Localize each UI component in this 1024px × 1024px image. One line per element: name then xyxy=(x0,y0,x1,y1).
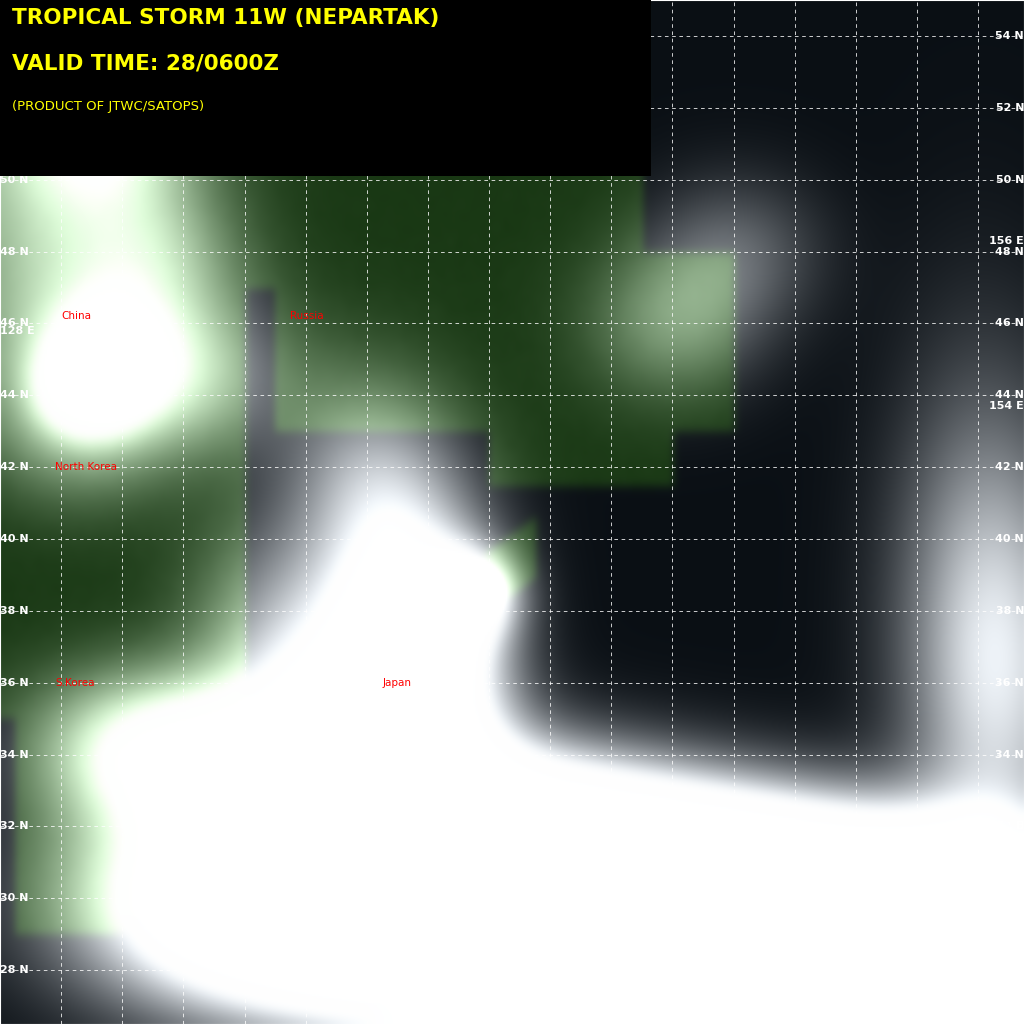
Text: 42 N: 42 N xyxy=(995,462,1024,472)
Text: 150 E: 150 E xyxy=(989,922,1024,932)
Text: 54 N: 54 N xyxy=(0,31,29,41)
Text: 40 N: 40 N xyxy=(995,534,1024,544)
Text: 126 E: 126 E xyxy=(0,92,35,102)
Text: 32 N: 32 N xyxy=(995,821,1024,831)
Text: China: China xyxy=(61,311,91,322)
Text: 48 N: 48 N xyxy=(0,247,29,256)
Text: 52 N: 52 N xyxy=(995,102,1024,113)
Text: 36 N: 36 N xyxy=(0,678,29,688)
Text: 156 E: 156 E xyxy=(989,236,1024,246)
Text: North Korea: North Korea xyxy=(55,462,117,472)
Text: 46 N: 46 N xyxy=(0,318,29,329)
Text: 28 N: 28 N xyxy=(995,965,1024,975)
Text: 38 N: 38 N xyxy=(0,606,29,615)
Text: 50 N: 50 N xyxy=(995,175,1024,184)
Text: S.Korea: S.Korea xyxy=(55,678,94,688)
Text: 128 E: 128 E xyxy=(0,326,35,336)
Text: 50 N: 50 N xyxy=(0,175,29,184)
Text: Russia: Russia xyxy=(291,311,324,322)
Text: 34 N: 34 N xyxy=(995,750,1024,760)
Text: 40 N: 40 N xyxy=(0,534,29,544)
Text: 28 N: 28 N xyxy=(0,965,29,975)
Text: 152 E: 152 E xyxy=(989,821,1024,831)
Text: 30 N: 30 N xyxy=(0,893,29,903)
Text: 52 N: 52 N xyxy=(0,102,29,113)
Text: 48 N: 48 N xyxy=(995,247,1024,256)
Text: 44 N: 44 N xyxy=(995,390,1024,400)
Text: 30 N: 30 N xyxy=(995,893,1024,903)
Text: TROPICAL STORM 11W (NEPARTAK): TROPICAL STORM 11W (NEPARTAK) xyxy=(12,8,439,29)
Text: 38 N: 38 N xyxy=(995,606,1024,615)
Text: VALID TIME: 28/0600Z: VALID TIME: 28/0600Z xyxy=(12,53,280,74)
FancyBboxPatch shape xyxy=(0,0,651,176)
Text: 42 N: 42 N xyxy=(0,462,29,472)
Text: 54 N: 54 N xyxy=(995,31,1024,41)
Text: 36 N: 36 N xyxy=(995,678,1024,688)
Text: 34 N: 34 N xyxy=(0,750,29,760)
Text: Japan: Japan xyxy=(382,678,411,688)
Text: 154 E: 154 E xyxy=(989,401,1024,411)
Text: 44 N: 44 N xyxy=(0,390,29,400)
Text: (PRODUCT OF JTWC/SATOPS): (PRODUCT OF JTWC/SATOPS) xyxy=(12,100,205,114)
Text: 46 N: 46 N xyxy=(995,318,1024,329)
Text: 32 N: 32 N xyxy=(0,821,29,831)
